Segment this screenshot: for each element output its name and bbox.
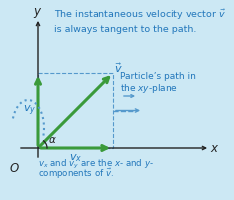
Bar — [38, 73, 113, 148]
Text: the $xy$-plane: the $xy$-plane — [120, 82, 178, 95]
Text: $\vec{v}$: $\vec{v}$ — [114, 61, 122, 75]
Text: Particle’s path in: Particle’s path in — [120, 72, 196, 81]
Text: $O$: $O$ — [9, 162, 19, 174]
Text: The instantaneous velocity vector $\vec{v}$
is always tangent to the path.: The instantaneous velocity vector $\vec{… — [54, 8, 226, 34]
Text: $v_y$: $v_y$ — [23, 103, 37, 118]
Text: $v_x$ and $v_y$ are the $x$- and $y$-: $v_x$ and $v_y$ are the $x$- and $y$- — [38, 158, 154, 171]
Text: $x$: $x$ — [210, 142, 220, 154]
Text: components of $\vec{v}$.: components of $\vec{v}$. — [38, 167, 114, 181]
Text: $y$: $y$ — [33, 6, 43, 20]
Text: $\alpha$: $\alpha$ — [48, 135, 56, 145]
Text: $v_x$: $v_x$ — [69, 152, 82, 164]
